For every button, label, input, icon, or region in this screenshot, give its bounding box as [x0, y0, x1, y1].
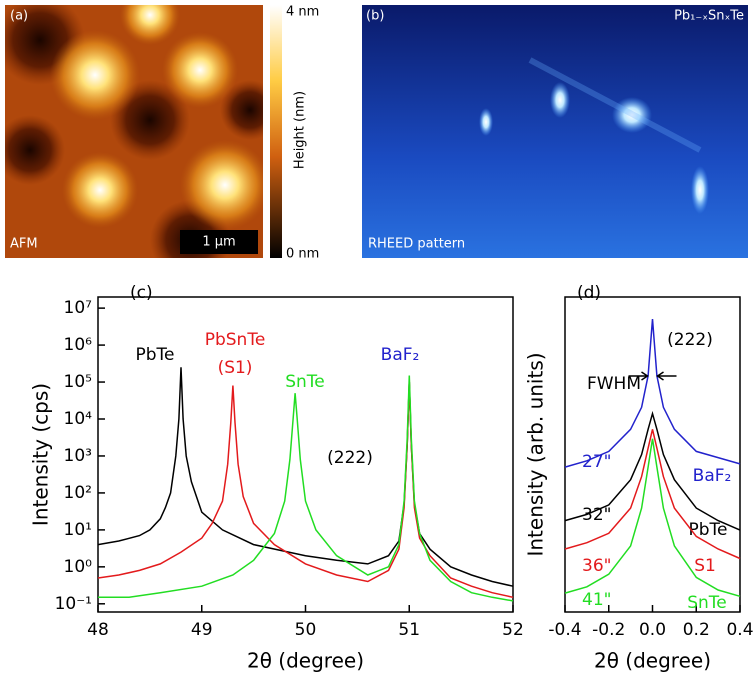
- y-tick-label: 10⁻¹: [55, 594, 92, 614]
- fwhm-label: 36": [582, 556, 611, 576]
- rheed-image: [362, 5, 748, 258]
- y-tick-label: 10⁵: [64, 372, 92, 392]
- series-line: [97, 367, 514, 587]
- x-tick-label: -0.4: [548, 620, 581, 640]
- y-tick-label: 10⁶: [64, 335, 93, 355]
- series-label: PbTe: [689, 520, 728, 540]
- y-axis-title: Intensity (arb. units): [524, 352, 548, 556]
- series-line: [564, 429, 741, 560]
- series-line: [564, 319, 741, 468]
- fwhm-label: 27": [582, 452, 611, 472]
- x-tick-label: 52: [502, 620, 524, 640]
- x-axis-title: 2θ (degree): [247, 649, 364, 673]
- panel-label: (d): [577, 283, 601, 303]
- x-tick-label: 48: [87, 620, 109, 640]
- x-tick-label: 0.2: [683, 620, 710, 640]
- colorbar-min: 0 nm: [286, 247, 319, 262]
- series-line: [97, 381, 514, 599]
- series-label: SnTe: [285, 372, 325, 392]
- annotation: BaF₂: [381, 345, 420, 365]
- x-tick-label: 50: [295, 620, 317, 640]
- annotation: FWHM: [587, 374, 641, 394]
- series-label: SnTe: [687, 593, 727, 613]
- scale-bar-label: 1 μm: [202, 235, 235, 250]
- panel-label: (c): [130, 283, 153, 303]
- scale-bar: [180, 230, 258, 254]
- panel-label: (b): [366, 9, 384, 24]
- y-axis-title: Intensity (cps): [29, 383, 53, 526]
- x-tick-label: 0.4: [726, 620, 753, 640]
- colorbar: [270, 5, 282, 258]
- annotation: (S1): [218, 358, 253, 378]
- series-label: PbSnTe: [205, 330, 266, 350]
- x-axis-title: 2θ (degree): [594, 649, 711, 673]
- fwhm-label: 41": [582, 590, 611, 610]
- y-tick-label: 10⁰: [64, 557, 93, 577]
- series-label: BaF₂: [693, 466, 732, 486]
- series-label: PbTe: [136, 345, 175, 365]
- annotation: (222): [667, 330, 713, 350]
- series-line: [564, 438, 741, 598]
- caption: AFM: [10, 237, 38, 252]
- y-tick-label: 10²: [64, 483, 92, 503]
- x-tick-label: 0.0: [639, 620, 666, 640]
- y-tick-label: 10³: [64, 446, 92, 466]
- afm-image: [5, 5, 263, 258]
- y-tick-label: 10¹: [64, 520, 92, 540]
- x-tick-label: 51: [398, 620, 420, 640]
- panel-label: (a): [10, 9, 28, 24]
- annotation: (222): [327, 448, 373, 468]
- fwhm-label: 32": [582, 505, 611, 525]
- caption: RHEED pattern: [368, 237, 465, 252]
- y-tick-label: 10⁴: [64, 409, 93, 429]
- series-label: S1: [694, 556, 716, 576]
- series-line: [564, 410, 741, 531]
- colorbar-max: 4 nm: [286, 5, 319, 20]
- x-tick-label: -0.2: [592, 620, 625, 640]
- colorbar-title: Height (nm): [293, 91, 308, 169]
- y-tick-label: 10⁷: [64, 298, 93, 318]
- series-line: [98, 375, 514, 602]
- x-tick-label: 49: [191, 620, 213, 640]
- fwhm-arrow: [628, 371, 677, 381]
- material-label: Pb₁₋ₓSnₓTe: [674, 9, 744, 24]
